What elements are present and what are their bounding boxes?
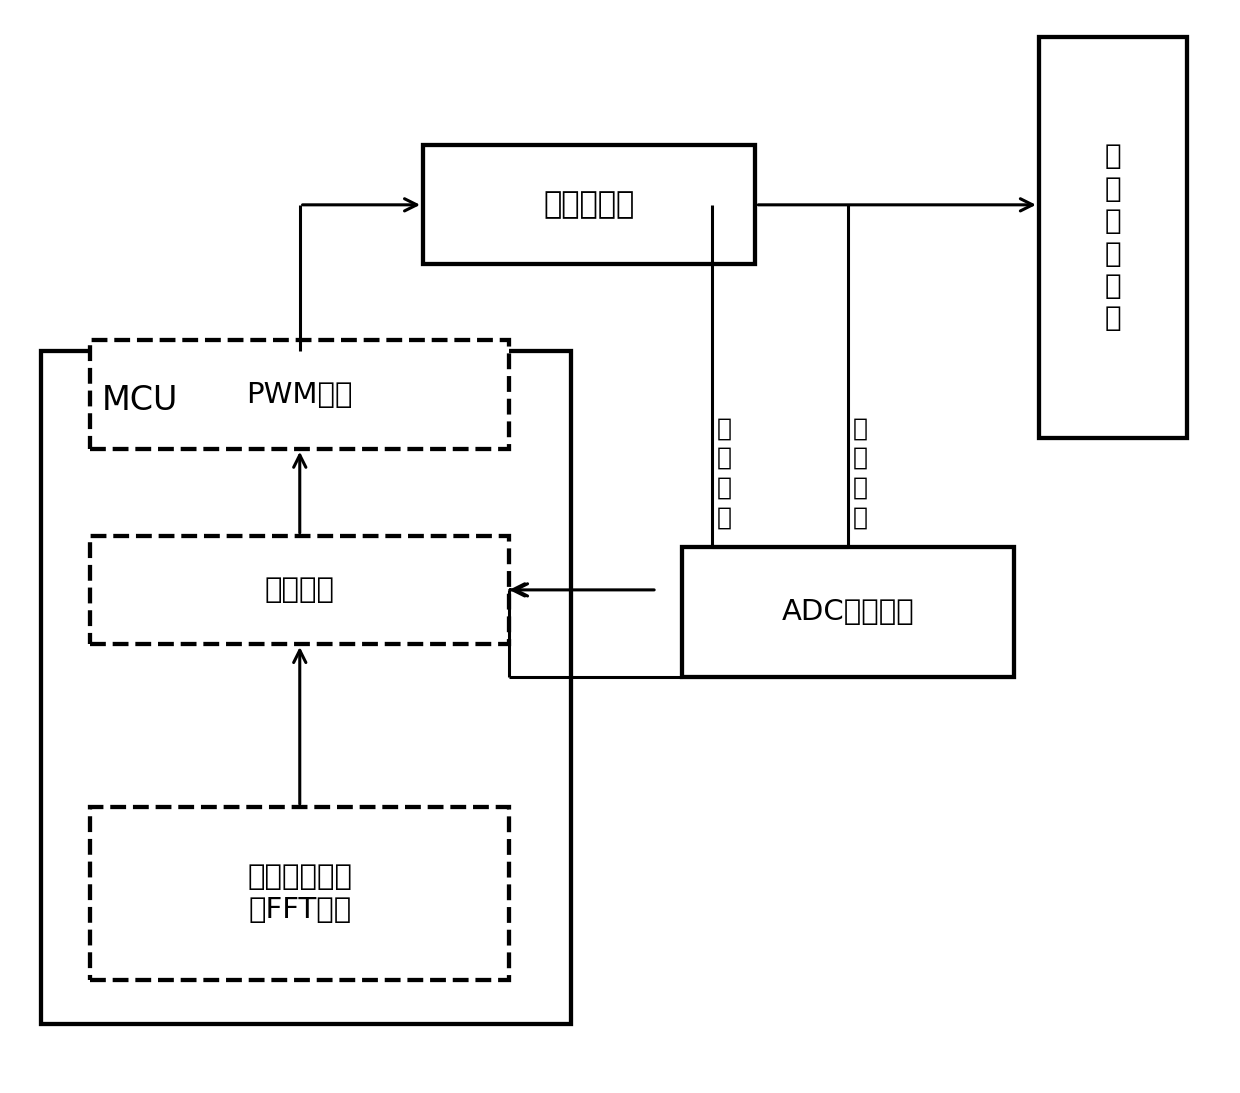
Text: MCU: MCU — [102, 384, 177, 416]
Text: PWM输出: PWM输出 — [247, 380, 353, 409]
Bar — [41, 351, 570, 1024]
Bar — [91, 340, 510, 449]
Text: 电
压
采
集: 电 压 采 集 — [717, 416, 732, 529]
Bar — [91, 536, 510, 644]
Text: 激励信号源: 激励信号源 — [543, 190, 635, 220]
Text: 超
声
波
换
能
器: 超 声 波 换 能 器 — [1105, 142, 1121, 332]
Bar — [91, 807, 510, 980]
Bar — [423, 145, 755, 265]
Text: 电压、电流数
据FFT处理: 电压、电流数 据FFT处理 — [247, 863, 352, 924]
Bar — [1039, 37, 1187, 438]
Text: ADC采样模块: ADC采样模块 — [781, 598, 914, 625]
Text: 相位比较: 相位比较 — [265, 576, 335, 604]
Bar — [682, 546, 1014, 677]
Text: 电
流
采
集: 电 流 采 集 — [853, 416, 868, 529]
